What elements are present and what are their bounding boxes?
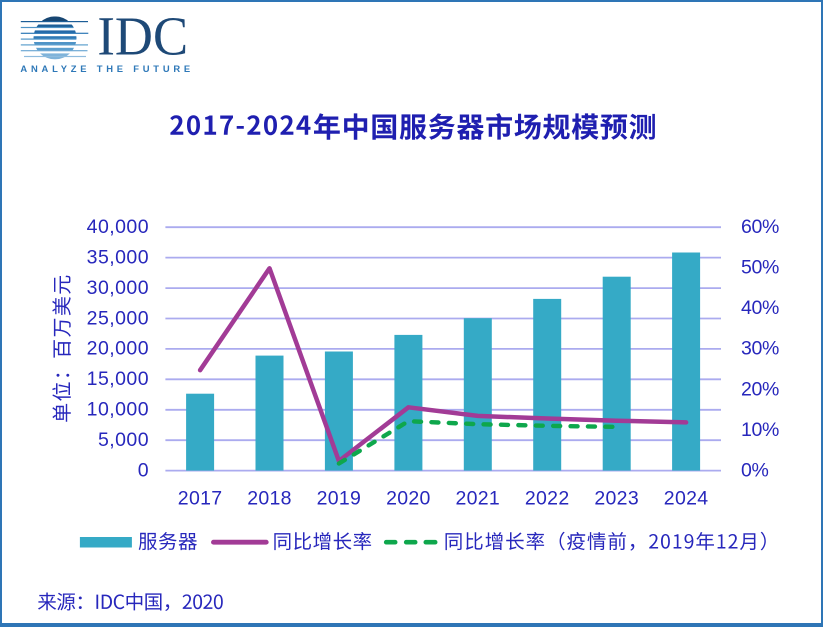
svg-text:50%: 50% (741, 257, 779, 279)
svg-text:30,000: 30,000 (87, 277, 149, 299)
svg-text:15,000: 15,000 (87, 368, 149, 390)
svg-text:2020: 2020 (386, 488, 431, 510)
svg-text:2023: 2023 (594, 488, 639, 510)
svg-text:25,000: 25,000 (87, 307, 149, 329)
svg-text:20,000: 20,000 (87, 338, 149, 360)
svg-text:2022: 2022 (525, 488, 570, 510)
svg-text:10,000: 10,000 (87, 399, 149, 421)
svg-text:2018: 2018 (247, 488, 292, 510)
svg-text:0%: 0% (741, 459, 768, 481)
svg-text:10%: 10% (741, 419, 779, 441)
svg-text:0: 0 (138, 459, 149, 481)
svg-text:2024: 2024 (664, 488, 709, 510)
svg-text:ANALYZE THE FUTURE: ANALYZE THE FUTURE (20, 63, 190, 74)
svg-text:2021: 2021 (456, 488, 501, 510)
svg-text:5,000: 5,000 (98, 429, 149, 451)
svg-text:35,000: 35,000 (87, 246, 149, 268)
svg-text:2019: 2019 (317, 488, 362, 510)
svg-text:2017: 2017 (178, 488, 223, 510)
svg-text:20%: 20% (741, 378, 779, 400)
svg-text:40%: 40% (741, 297, 779, 319)
svg-text:30%: 30% (741, 338, 779, 360)
svg-text:40,000: 40,000 (87, 216, 149, 238)
svg-text:60%: 60% (741, 216, 779, 238)
svg-text:IDC: IDC (97, 7, 188, 68)
